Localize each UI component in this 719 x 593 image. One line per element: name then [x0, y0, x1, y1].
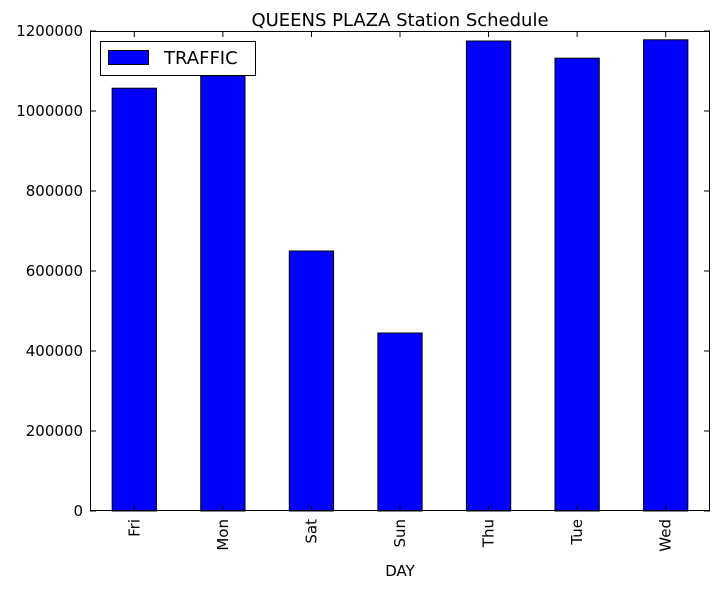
legend-swatch-traffic — [108, 50, 149, 65]
y-axis: 0 200000 400000 600000 800000 1000000 1200000 — [16, 22, 710, 520]
chart-title: QUEENS PLAZA Station Schedule — [251, 10, 548, 31]
x-tick-label-thu: Thu — [480, 519, 498, 548]
legend-label-traffic: TRAFFIC — [163, 48, 238, 69]
bar-mon — [200, 75, 246, 512]
x-tick-label-sat: Sat — [302, 519, 320, 544]
bar-sun — [377, 332, 423, 512]
bar-tue — [554, 57, 600, 512]
y-tick-label: 200000 — [26, 422, 83, 440]
bar-thu — [465, 40, 512, 512]
x-axis-label: DAY — [385, 562, 415, 580]
x-tick-label-tue: Tue — [568, 519, 586, 546]
x-axis: Fri Mon Sat Sun Thu Tue Wed — [125, 31, 675, 552]
y-tick-label: 1200000 — [16, 22, 83, 40]
x-tick-label-mon: Mon — [214, 519, 232, 551]
legend: TRAFFIC — [100, 41, 256, 76]
y-tick-label: 600000 — [26, 262, 83, 280]
y-tick-label: 0 — [73, 502, 83, 520]
y-tick-label: 400000 — [26, 342, 83, 360]
y-tick-label: 1000000 — [16, 102, 83, 120]
bar-fri — [111, 87, 157, 512]
x-tick-label-wed: Wed — [657, 519, 675, 552]
x-tick-label-fri: Fri — [125, 519, 143, 537]
x-tick-label-sun: Sun — [391, 519, 409, 548]
bars-layer — [111, 39, 689, 512]
bar-sat — [288, 250, 335, 512]
bar-wed — [643, 39, 689, 512]
y-tick-label: 800000 — [26, 182, 83, 200]
